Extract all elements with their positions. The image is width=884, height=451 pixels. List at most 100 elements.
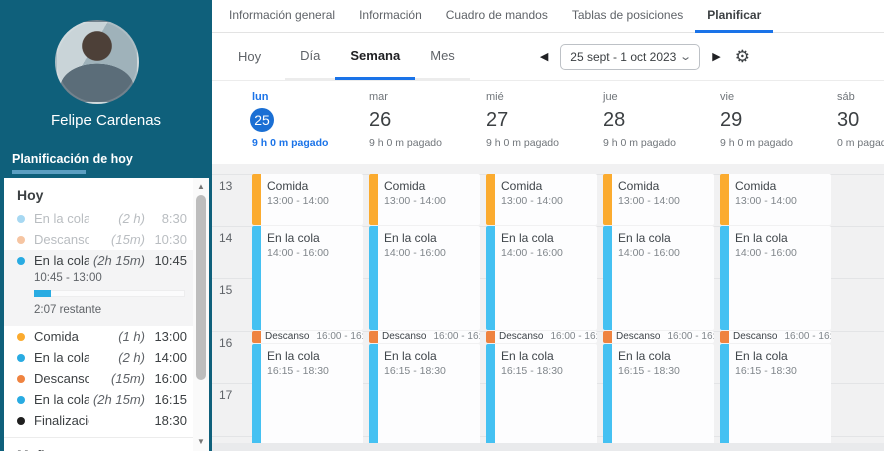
today-plan-title: Planificación de hoy — [12, 152, 133, 166]
event-title: Descanso — [733, 331, 778, 343]
queue-dot-icon — [17, 395, 25, 404]
event-comida[interactable]: Comida 13:00 - 14:00 — [603, 173, 714, 225]
event-en-la-cola[interactable]: En la cola 16:15 - 18:30 — [720, 343, 831, 443]
day-paid-hours: 9 h 0 m pagado — [720, 137, 793, 149]
event-color-bar — [486, 343, 495, 443]
event-en-la-cola[interactable]: En la cola 14:00 - 16:00 — [603, 225, 714, 330]
today-circle: 25 — [250, 108, 274, 132]
event-en-la-cola[interactable]: En la cola 16:15 - 18:30 — [603, 343, 714, 443]
event-time: 16:15 - 18:30 — [618, 364, 680, 377]
today-button[interactable]: Hoy — [238, 49, 262, 64]
event-en-la-cola[interactable]: En la cola 14:00 - 16:00 — [486, 225, 597, 330]
shift-label: En la cola — [34, 350, 89, 365]
sidebar-scrollbar[interactable]: ▲ ▼ — [193, 178, 209, 451]
tab-cuadro-de-mandos[interactable]: Cuadro de mandos — [445, 8, 548, 22]
event-title: Comida — [384, 178, 426, 193]
event-descanso[interactable]: Descanso 16:00 - 16:15 — [369, 330, 480, 343]
next-week-icon[interactable]: ▶ — [712, 51, 721, 63]
shift-duration: (15m) — [111, 371, 145, 386]
event-en-la-cola[interactable]: En la cola 14:00 - 16:00 — [252, 225, 363, 330]
view-mes[interactable]: Mes — [430, 47, 455, 63]
tab-informaci-n[interactable]: Información — [359, 8, 422, 22]
event-color-bar — [252, 330, 261, 343]
event-descanso[interactable]: Descanso 16:00 - 16:15 — [486, 330, 597, 343]
event-en-la-cola[interactable]: En la cola 16:15 - 18:30 — [252, 343, 363, 443]
shift-label: En la cola — [34, 392, 89, 407]
event-time: 13:00 - 14:00 — [267, 194, 329, 207]
day-header-lun[interactable]: lun 25 9 h 0 m pagado — [250, 91, 362, 149]
day-header-jue[interactable]: jue 28 9 h 0 m pagado — [603, 91, 713, 149]
event-color-bar — [603, 225, 612, 330]
event-comida[interactable]: Comida 13:00 - 14:00 — [720, 173, 831, 225]
shift-duration: (2 h) — [118, 211, 145, 226]
shift-duration: (2 h) — [118, 350, 145, 365]
event-en-la-cola[interactable]: En la cola 14:00 - 16:00 — [369, 225, 480, 330]
shift-row[interactable]: En la cola (2 h) 8:30 — [4, 208, 193, 229]
shift-time: 16:00 — [154, 371, 187, 386]
shift-row[interactable]: Descanso (15m) 16:00 — [4, 368, 193, 389]
profile-photo — [55, 20, 139, 104]
event-descanso[interactable]: Descanso 16:00 - 16:15 — [252, 330, 363, 343]
event-comida[interactable]: Comida 13:00 - 14:00 — [369, 173, 480, 225]
event-en-la-cola[interactable]: En la cola 14:00 - 16:00 — [720, 225, 831, 330]
event-title: Descanso — [382, 331, 427, 343]
shift-time: 18:30 — [154, 413, 187, 428]
view-switcher: Día Semana Mes — [285, 33, 470, 80]
event-color-bar — [486, 173, 495, 225]
scrollbar-thumb[interactable] — [196, 195, 206, 380]
shift-row[interactable]: Finalización de turno 18:30 — [4, 410, 193, 431]
event-color-bar — [252, 225, 261, 330]
shift-row[interactable]: Descanso (15m) 10:30 — [4, 229, 193, 250]
hour-label: 15 — [219, 283, 233, 298]
day-header-vie[interactable]: vie 29 9 h 0 m pagado — [720, 91, 830, 149]
event-time: 16:00 - 16:15 — [433, 331, 480, 343]
day-header-mi[interactable]: mié 27 9 h 0 m pagado — [486, 91, 596, 149]
event-descanso[interactable]: Descanso 16:00 - 16:15 — [603, 330, 714, 343]
day-number: 28 — [603, 108, 626, 131]
event-title: Comida — [618, 178, 660, 193]
shift-end-dot-icon — [17, 416, 25, 425]
event-descanso[interactable]: Descanso 16:00 - 16:15 — [720, 330, 831, 343]
event-title: Comida — [735, 178, 777, 193]
scroll-up-icon[interactable]: ▲ — [197, 182, 205, 191]
day-paid-hours: 9 h 0 m pagado — [369, 137, 442, 149]
hour-label: 14 — [219, 230, 233, 245]
event-title: Comida — [267, 178, 309, 193]
event-en-la-cola[interactable]: En la cola 16:15 - 18:30 — [486, 343, 597, 443]
shift-row[interactable]: En la cola (2h 15m) 10:45 — [4, 250, 193, 271]
shift-duration: (1 h) — [118, 329, 145, 344]
event-color-bar — [603, 330, 612, 343]
event-time: 14:00 - 16:00 — [501, 246, 563, 259]
settings-gear-icon[interactable]: ⚙ — [734, 47, 750, 66]
employee-name: Felipe Cardenas — [50, 112, 162, 129]
event-time: 16:00 - 16:15 — [667, 331, 714, 343]
calendar-horizontal-scrollbar[interactable] — [212, 443, 884, 451]
shift-row[interactable]: Comida (1 h) 13:00 — [4, 326, 193, 347]
tab-informaci-n-general[interactable]: Información general — [229, 8, 336, 22]
queue-dot-icon — [17, 214, 25, 223]
tab-planificar[interactable]: Planificar — [695, 0, 774, 33]
tab-tablas-de-posiciones[interactable]: Tablas de posiciones — [571, 8, 684, 22]
view-semana[interactable]: Semana — [335, 33, 416, 80]
event-comida[interactable]: Comida 13:00 - 14:00 — [252, 173, 363, 225]
current-shift-block[interactable]: En la cola (2h 15m) 10:45 10:45 - 13:00 2:07… — [4, 250, 193, 326]
day-paid-hours: 0 m pagado — [837, 137, 884, 149]
scroll-down-icon[interactable]: ▼ — [197, 437, 205, 446]
event-color-bar — [720, 343, 729, 443]
event-time: 14:00 - 16:00 — [618, 246, 680, 259]
event-comida[interactable]: Comida 13:00 - 14:00 — [486, 173, 597, 225]
day-number: 30 — [837, 108, 860, 131]
today-plan-panel: Hoy En la cola (2 h) 8:30 Descanso (15m) 10:30… — [4, 178, 209, 451]
event-title: En la cola — [735, 348, 788, 363]
prev-week-icon[interactable]: ◀ — [539, 51, 549, 63]
shift-row[interactable]: En la cola (2h 15m) 16:15 — [4, 389, 193, 410]
day-name: vie — [720, 91, 735, 103]
event-title: En la cola — [618, 348, 671, 363]
view-día[interactable]: Día — [300, 47, 321, 63]
day-header-mar[interactable]: mar 26 9 h 0 m pagado — [369, 91, 479, 149]
event-en-la-cola[interactable]: En la cola 16:15 - 18:30 — [369, 343, 480, 443]
day-header-sb[interactable]: sáb 30 0 m pagado — [837, 91, 884, 149]
date-range-picker[interactable]: 25 sept - 1 oct 2023 ⌄ — [560, 43, 701, 70]
shift-row[interactable]: En la cola (2 h) 14:00 — [4, 347, 193, 368]
